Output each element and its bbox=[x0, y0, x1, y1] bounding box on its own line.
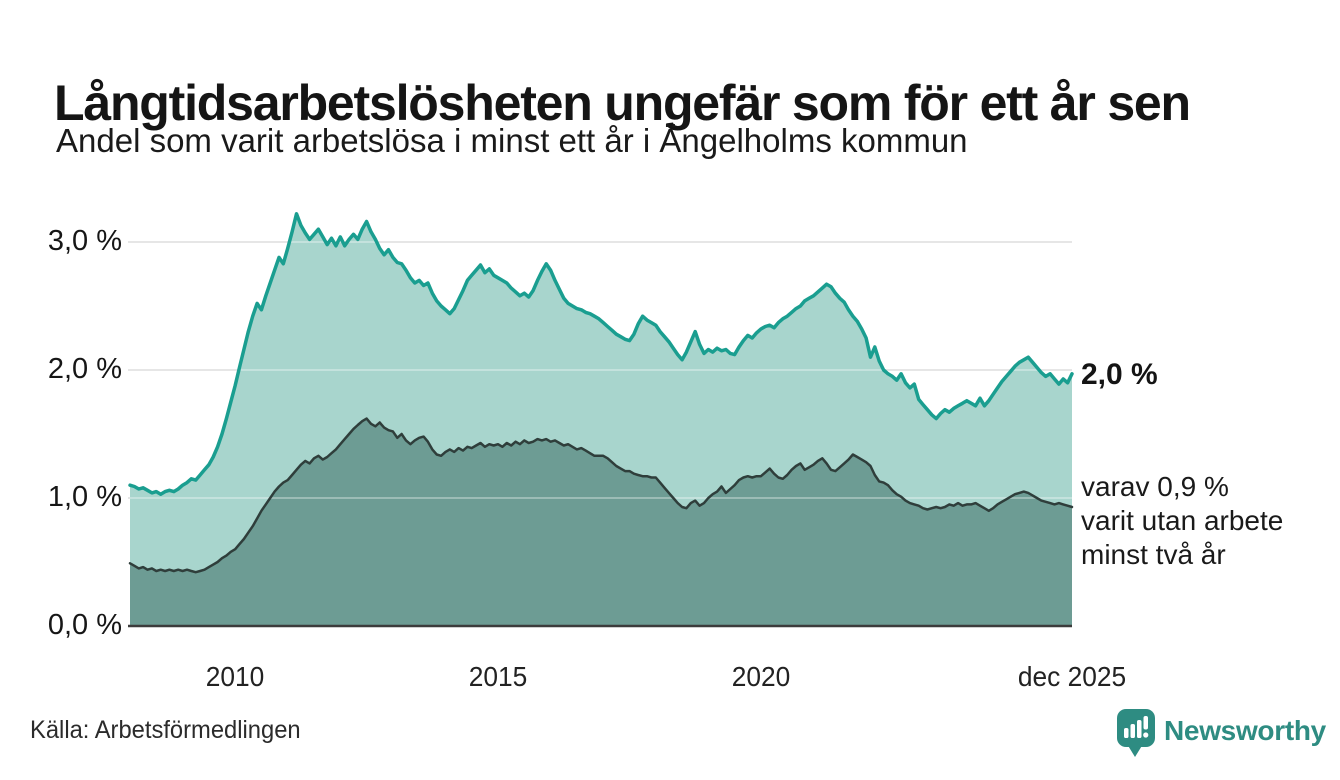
two-year-annotation: varav 0,9 % varit utan arbete minst två … bbox=[1081, 470, 1283, 572]
page-title: Långtidsarbetslösheten ungefär som för e… bbox=[54, 74, 1191, 131]
latest-value-label: 2,0 % bbox=[1081, 358, 1158, 391]
y-tick-label: 0,0 % bbox=[47, 608, 122, 641]
x-tick-label: dec 2025 bbox=[1017, 661, 1127, 692]
y-tick-label: 1,0 % bbox=[47, 480, 122, 513]
y-tick-label: 2,0 % bbox=[47, 352, 122, 385]
annotation-line: minst två år bbox=[1081, 539, 1226, 570]
total-line bbox=[128, 212, 1074, 496]
source-label: Källa: Arbetsförmedlingen bbox=[30, 716, 301, 744]
annotation-line: varav 0,9 % bbox=[1081, 471, 1229, 502]
x-tick-label: 2010 bbox=[205, 661, 265, 692]
y-tick-label: 3,0 % bbox=[47, 224, 122, 257]
two-year-line bbox=[128, 417, 1074, 574]
annotation-line: varit utan arbete bbox=[1081, 505, 1284, 536]
x-tick-label: 2020 bbox=[731, 661, 791, 692]
x-tick-label: 2015 bbox=[468, 661, 528, 692]
newsworthy-logo[interactable]: Newsworthy bbox=[1116, 708, 1326, 758]
newsworthy-wordmark: Newsworthy bbox=[1164, 715, 1326, 746]
newsworthy-icon bbox=[1117, 709, 1155, 757]
chart-subtitle: Andel som varit arbetslösa i minst ett å… bbox=[56, 122, 968, 159]
